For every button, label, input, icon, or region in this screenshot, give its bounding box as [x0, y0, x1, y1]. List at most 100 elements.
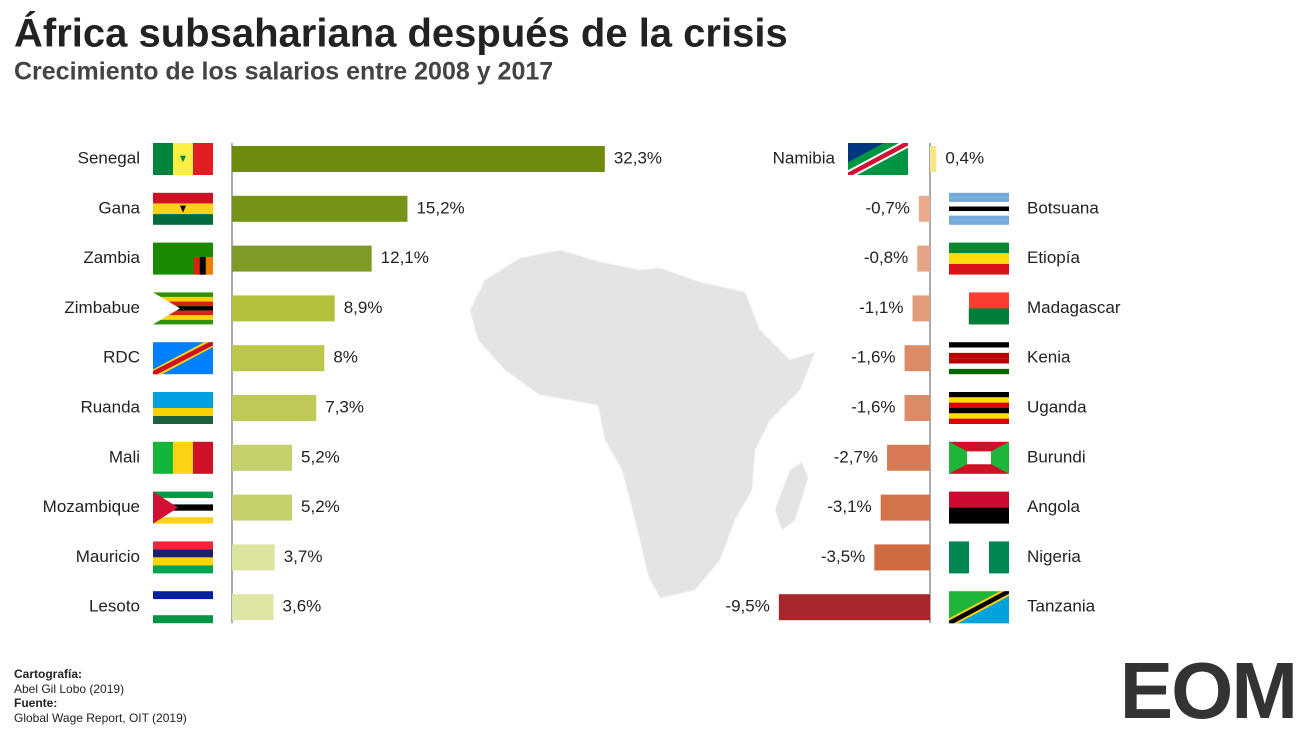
- bar: [232, 195, 408, 222]
- flag-stripe: [153, 214, 213, 225]
- value-label: 15,2%: [416, 198, 464, 217]
- flag-stripe: [153, 565, 213, 574]
- flag-stripe: [949, 201, 1009, 207]
- flag-stripe: [153, 557, 213, 566]
- flag-shape: [180, 155, 186, 163]
- category-label: Nigeria: [1027, 547, 1081, 566]
- flag: [153, 143, 213, 175]
- flag: [153, 392, 213, 424]
- value-label: 8%: [333, 348, 358, 367]
- flag-stripe: [949, 211, 1009, 216]
- category-label: Etiopía: [1027, 248, 1080, 267]
- flag-stripe: [949, 197, 1009, 202]
- category-label: Botsuana: [1027, 198, 1099, 217]
- flag-stripe: [949, 507, 1009, 524]
- flag-stripe: [969, 541, 989, 574]
- flag-stripe: [193, 441, 213, 474]
- flag-stripe: [153, 416, 213, 424]
- flag-stripe: [153, 599, 213, 608]
- value-label: -0,8%: [864, 248, 908, 267]
- bar: [232, 594, 274, 621]
- flag-stripe: [949, 292, 969, 325]
- flag: [153, 292, 213, 325]
- flag-stripe: [153, 498, 213, 505]
- category-label: Angola: [1027, 497, 1080, 516]
- flag-stripe: [153, 143, 173, 175]
- category-label: Mozambique: [43, 497, 140, 516]
- flag: [949, 591, 1009, 624]
- category-label: Gana: [98, 198, 140, 217]
- flag-stripe: [949, 192, 1009, 198]
- category-label: Namibia: [773, 148, 836, 167]
- flag: [153, 342, 213, 375]
- chart-subtitle: Crecimiento de los salarios entre 2008 y…: [14, 58, 553, 86]
- category-label: Mali: [109, 447, 140, 466]
- bar: [912, 295, 930, 322]
- value-label: 12,1%: [381, 248, 429, 267]
- logo: EOM: [1120, 646, 1296, 735]
- flag-stripe: [949, 408, 1009, 414]
- flag-stripe: [153, 306, 213, 311]
- flag-stripe: [153, 441, 173, 474]
- category-label: Zimbabue: [64, 298, 140, 317]
- flag: [153, 242, 213, 275]
- category-label: Zambia: [83, 248, 140, 267]
- bar: [232, 395, 317, 421]
- bar: [232, 494, 293, 521]
- flag-stripe: [153, 392, 213, 400]
- flag: [153, 192, 213, 225]
- africa-map: [469, 249, 816, 599]
- value-label: 32,3%: [614, 148, 662, 167]
- flag: [153, 491, 213, 524]
- flag: [949, 292, 1009, 325]
- flag-stripe: [949, 352, 1009, 359]
- flag-stripe: [153, 491, 213, 498]
- category-label: Madagascar: [1027, 298, 1121, 317]
- flag-stripe: [949, 541, 969, 574]
- bar: [917, 245, 930, 272]
- flag-stripe: [949, 413, 1009, 419]
- flag-stripe: [193, 143, 213, 175]
- flag-stripe: [153, 408, 213, 416]
- flag-stripe: [153, 319, 213, 325]
- bar: [887, 444, 930, 471]
- flag: [848, 143, 908, 175]
- bar: [232, 544, 275, 571]
- flag-stripe: [153, 310, 213, 316]
- flag-stripe: [949, 402, 1009, 408]
- flag-stripe: [949, 342, 1009, 348]
- flag-stripe: [949, 215, 1009, 221]
- flag-stripe: [949, 368, 1009, 375]
- bar: [232, 345, 325, 372]
- flag-stripe: [153, 510, 213, 518]
- flag-stripe: [153, 315, 213, 320]
- flag-stripe: [949, 358, 1009, 364]
- bar: [930, 146, 937, 172]
- flag-shape: [205, 257, 213, 275]
- value-label: 3,7%: [284, 547, 323, 566]
- value-label: -3,1%: [827, 497, 871, 516]
- flag-stripe: [949, 363, 1009, 369]
- flag-shape: [199, 257, 206, 275]
- value-label: 5,2%: [301, 447, 340, 466]
- flag-shape: [979, 441, 1009, 474]
- category-label: Tanzania: [1027, 597, 1096, 616]
- flag: [949, 192, 1009, 225]
- flag-stripe: [949, 397, 1009, 403]
- value-label: 0,4%: [945, 148, 984, 167]
- flag-stripe: [153, 549, 213, 558]
- value-label: 8,9%: [344, 298, 383, 317]
- value-label: -1,6%: [851, 397, 895, 416]
- flag-shape: [153, 342, 213, 375]
- flag-stripe: [153, 292, 213, 297]
- flag-stripe: [949, 347, 1009, 353]
- value-label: 3,6%: [283, 597, 322, 616]
- flag-shape: [968, 308, 1009, 325]
- value-label: 7,3%: [325, 397, 364, 416]
- flag-stripe: [949, 206, 1009, 212]
- flag-shape: [949, 591, 1009, 624]
- flag: [153, 591, 213, 624]
- category-label: Uganda: [1027, 397, 1087, 416]
- flag-stripe: [949, 392, 1009, 398]
- category-label: Lesoto: [89, 597, 140, 616]
